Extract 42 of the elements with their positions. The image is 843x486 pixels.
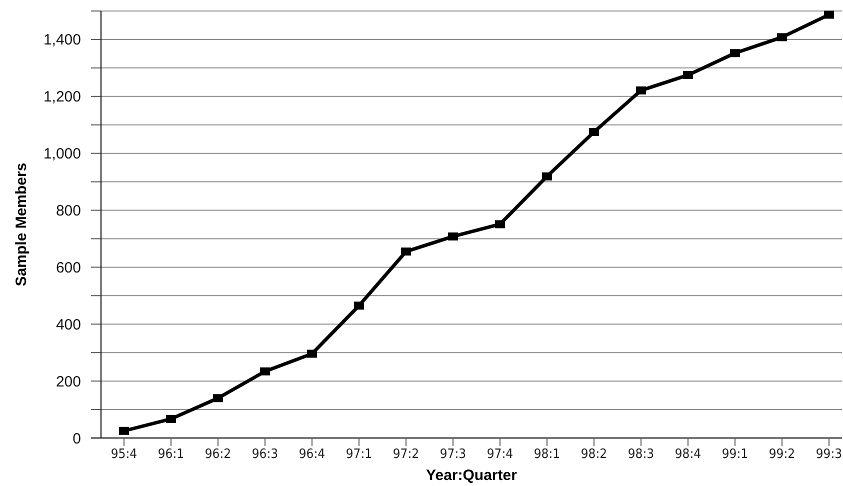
x-tick-label: 96:2 xyxy=(204,447,232,462)
y-tick-label: 600 xyxy=(56,259,81,276)
point xyxy=(636,86,646,94)
x-tick-label: 96:3 xyxy=(252,447,278,462)
y-tick-label: 0 xyxy=(72,430,81,448)
x-tick-label: 97:2 xyxy=(392,447,420,462)
y-tick-label: 1,400 xyxy=(43,32,81,49)
point xyxy=(495,220,505,228)
point xyxy=(166,414,176,423)
point xyxy=(683,71,693,80)
x-tick-label: 98:3 xyxy=(628,447,654,462)
x-axis-title: Year:Quarter xyxy=(426,467,518,484)
y-tick-label: 1,000 xyxy=(43,146,81,163)
point xyxy=(777,33,787,42)
x-tick-label: 97:3 xyxy=(440,447,466,462)
y-tick-label: 800 xyxy=(56,202,81,220)
point xyxy=(119,426,129,435)
x-tick-label: 97:1 xyxy=(346,447,372,462)
point xyxy=(354,302,364,310)
point xyxy=(307,350,317,358)
x-tick-label: 98:1 xyxy=(534,447,560,462)
x-tick-label: 99:2 xyxy=(768,447,796,462)
x-tick-label: 98:2 xyxy=(580,447,608,462)
point xyxy=(730,49,740,58)
point xyxy=(401,248,411,256)
point xyxy=(448,232,458,240)
y-tick-label: 200 xyxy=(56,373,81,390)
point xyxy=(824,10,834,19)
x-tick-label: 99:1 xyxy=(722,447,748,462)
y-tick-label: 1,200 xyxy=(43,88,81,106)
x-tick-label: 96:1 xyxy=(158,447,184,462)
x-tick-label: 95:4 xyxy=(110,447,138,462)
y-axis-title: Sample Members xyxy=(13,162,30,286)
point xyxy=(213,394,223,402)
x-tick-label: 98:4 xyxy=(674,447,702,462)
point xyxy=(589,128,599,136)
y-tick-label: 400 xyxy=(56,316,81,334)
x-tick-label: 99:3 xyxy=(816,447,842,462)
x-tick-label: 96:4 xyxy=(298,447,326,462)
point xyxy=(542,172,552,180)
x-tick-label: 97:4 xyxy=(486,447,514,462)
point xyxy=(260,367,270,376)
